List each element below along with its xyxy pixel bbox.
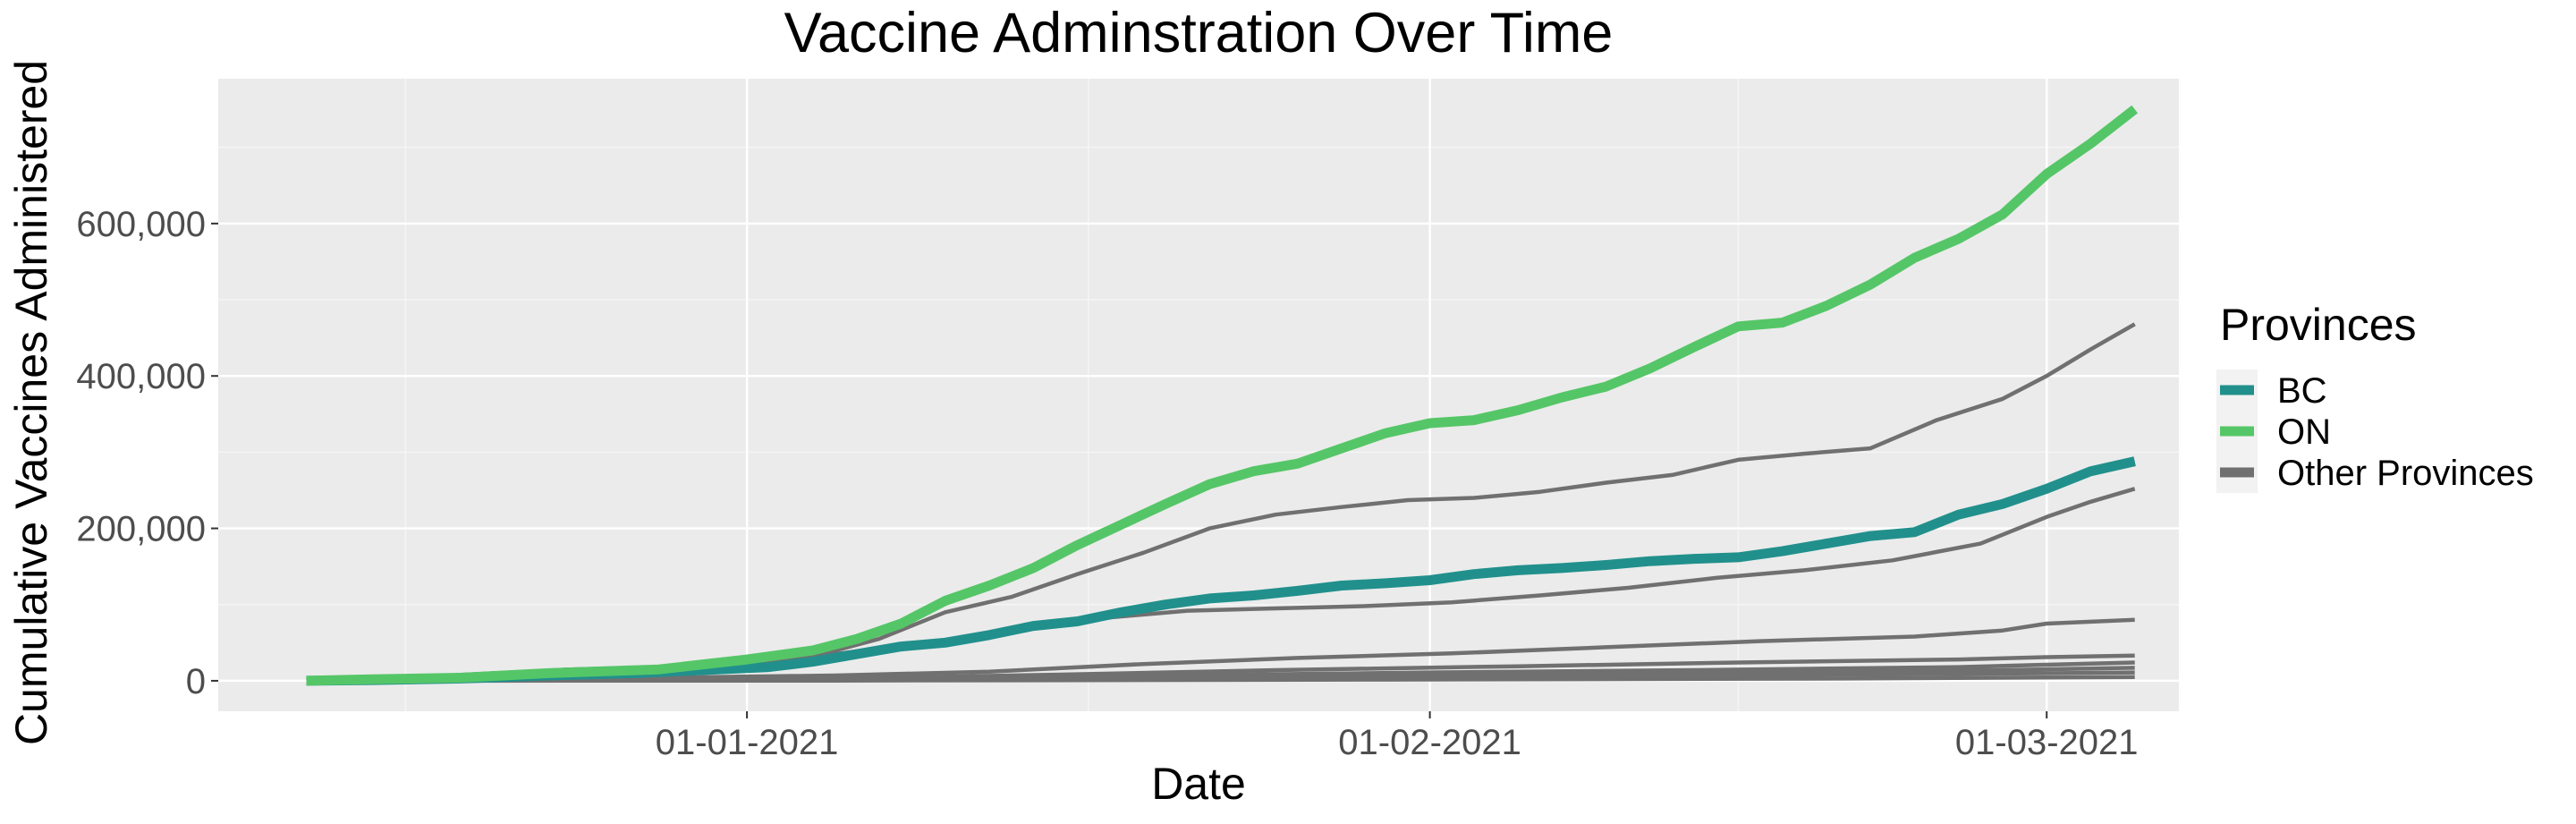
chart-title: Vaccine Adminstration Over Time (784, 2, 1614, 64)
plot-panel (218, 79, 2179, 711)
x-tick-label: 01-03-2021 (1955, 723, 2139, 762)
x-axis-title: Date (1151, 759, 1246, 809)
legend-label: ON (2277, 412, 2331, 452)
legend-label: Other Provinces (2277, 454, 2534, 493)
legend-label: BC (2277, 371, 2327, 411)
other-province-line (306, 617, 2135, 684)
other-province-line (306, 675, 2135, 684)
x-axis-ticks: 01-01-2021 01-02-2021 01-03-2021 (656, 711, 2139, 762)
y-tick-label: 400,000 (76, 357, 206, 396)
y-axis-ticks: 0 200,000 400,000 600,000 (76, 205, 218, 701)
y-tick-label: 200,000 (76, 510, 206, 549)
bc-line (306, 456, 2136, 686)
legend-title: Provinces (2220, 300, 2417, 350)
x-tick-label: 01-02-2021 (1338, 723, 1521, 762)
grid-lines (218, 79, 2179, 711)
other-provinces-lines (306, 322, 2136, 684)
x-tick-label: 01-01-2021 (656, 723, 839, 762)
y-tick-label: 0 (186, 662, 206, 701)
on-line (306, 105, 2139, 686)
y-tick-label: 600,000 (76, 205, 206, 244)
y-axis-title: Cumulative Vaccines Administered (6, 60, 56, 745)
highlighted-province-lines (306, 105, 2139, 686)
